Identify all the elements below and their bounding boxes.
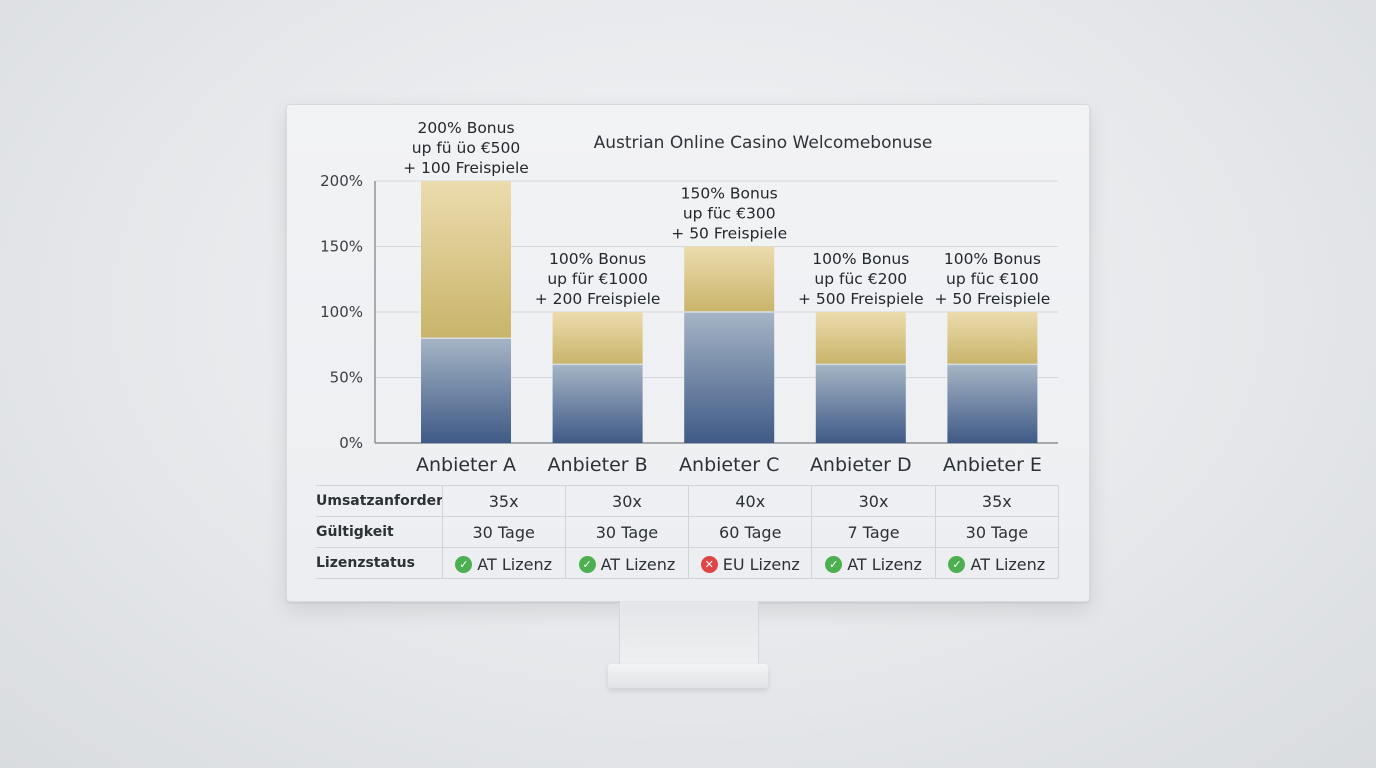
bar-upper-segment	[947, 312, 1038, 365]
license-text: AT Lizenz	[600, 554, 676, 574]
y-tick-label: 0%	[339, 434, 363, 452]
bar-data-label: + 200 Freispiele	[535, 290, 661, 308]
table-cell: 30x	[811, 485, 936, 517]
table-cell: 30 Tage	[441, 516, 566, 548]
check-circle-icon: ✓	[825, 555, 843, 573]
bar-data-label: up füc €200	[814, 270, 907, 288]
license-text: EU Lizenz	[722, 554, 800, 574]
bar-upper-segment	[815, 312, 906, 365]
table-row: Lizenzstatus ✓ AT Lizenz ✓ AT Lizenz ✕ EU Lize…	[316, 547, 1060, 579]
license-cell: ✓ AT Lizenz	[441, 547, 566, 579]
monitor-stand-base	[608, 664, 768, 688]
bar-data-label: + 500 Freispiele	[798, 290, 924, 308]
bar-data-label: up füc €100	[946, 270, 1039, 288]
bar-data-label: up füc €300	[683, 205, 776, 223]
license-cell: ✕ EU Lizenz	[688, 547, 813, 579]
row-label: Gültigkeit	[316, 516, 443, 548]
license-cell: ✓ AT Lizenz	[564, 547, 690, 579]
x-category-label: Anbieter B	[548, 454, 648, 476]
table-cell: 35x	[441, 485, 566, 517]
license-text: AT Lizenz	[847, 554, 922, 574]
bar-data-label: + 100 Freispiele	[403, 159, 529, 177]
license-text: AT Lizenz	[477, 554, 552, 574]
bar-data-label: 200% Bonus	[417, 119, 514, 137]
table-row: Gültigkeit 30 Tage 30 Tage 60 Tage 7 Tage 30 …	[316, 516, 1060, 548]
y-tick-label: 50%	[330, 369, 363, 387]
y-tick-label: 150%	[320, 238, 363, 256]
license-text: AT Lizenz	[970, 554, 1046, 574]
bar-lower-segment	[684, 312, 775, 443]
table-cell: 35x	[934, 485, 1060, 517]
bar-lower-segment	[947, 364, 1038, 443]
check-circle-icon: ✓	[948, 555, 966, 573]
monitor-stand-neck	[619, 601, 759, 665]
bar-upper-segment	[421, 181, 511, 339]
table-row: Umsatzanforderung35x30x40x30x35x	[316, 485, 1060, 517]
x-category-label: Anbieter E	[943, 454, 1042, 476]
bar-data-label: up fü üo €500	[412, 139, 520, 157]
x-category-label: Anbieter A	[416, 454, 516, 476]
license-cell: ✓ AT Lizenz	[811, 547, 936, 579]
bar-data-label: 100% Bonus	[812, 250, 909, 268]
x-category-label: Anbieter D	[810, 454, 912, 476]
bar-data-label: 100% Bonus	[944, 250, 1041, 268]
table-cell: 30 Tage	[564, 516, 690, 548]
bar-data-label: + 50 Freispiele	[934, 290, 1050, 308]
check-circle-icon: ✓	[578, 555, 596, 573]
bar-data-label: 100% Bonus	[549, 250, 646, 268]
row-label: Umsatzanforderung	[316, 485, 443, 517]
y-tick-label: 100%	[320, 303, 363, 321]
cross-circle-icon: ✕	[700, 555, 718, 573]
bar-data-label: 150% Bonus	[681, 185, 778, 203]
table-cell: 40x	[688, 485, 813, 517]
table-cell: 60 Tage	[688, 516, 813, 548]
bar-upper-segment	[684, 246, 775, 312]
license-cell: ✓ AT Lizenz	[934, 547, 1060, 579]
bar-lower-segment	[552, 364, 643, 443]
bar-data-label: up für €1000	[547, 270, 647, 288]
table-cell: 30 Tage	[934, 516, 1060, 548]
bar-upper-segment	[552, 312, 643, 365]
check-circle-icon: ✓	[455, 555, 473, 573]
y-tick-label: 200%	[320, 172, 363, 190]
row-label: Lizenzstatus	[316, 547, 443, 579]
table-cell: 7 Tage	[811, 516, 936, 548]
table-cell: 30x	[564, 485, 690, 517]
bar-lower-segment	[815, 364, 906, 443]
bonus-details-table: Umsatzanforderung35x30x40x30x35xGültigke…	[316, 485, 1060, 579]
bar-data-label: + 50 Freispiele	[671, 225, 787, 243]
bar-lower-segment	[421, 338, 511, 443]
chart-title: Austrian Online Casino Welcomebonuse	[594, 133, 933, 153]
x-category-label: Anbieter C	[679, 454, 779, 476]
